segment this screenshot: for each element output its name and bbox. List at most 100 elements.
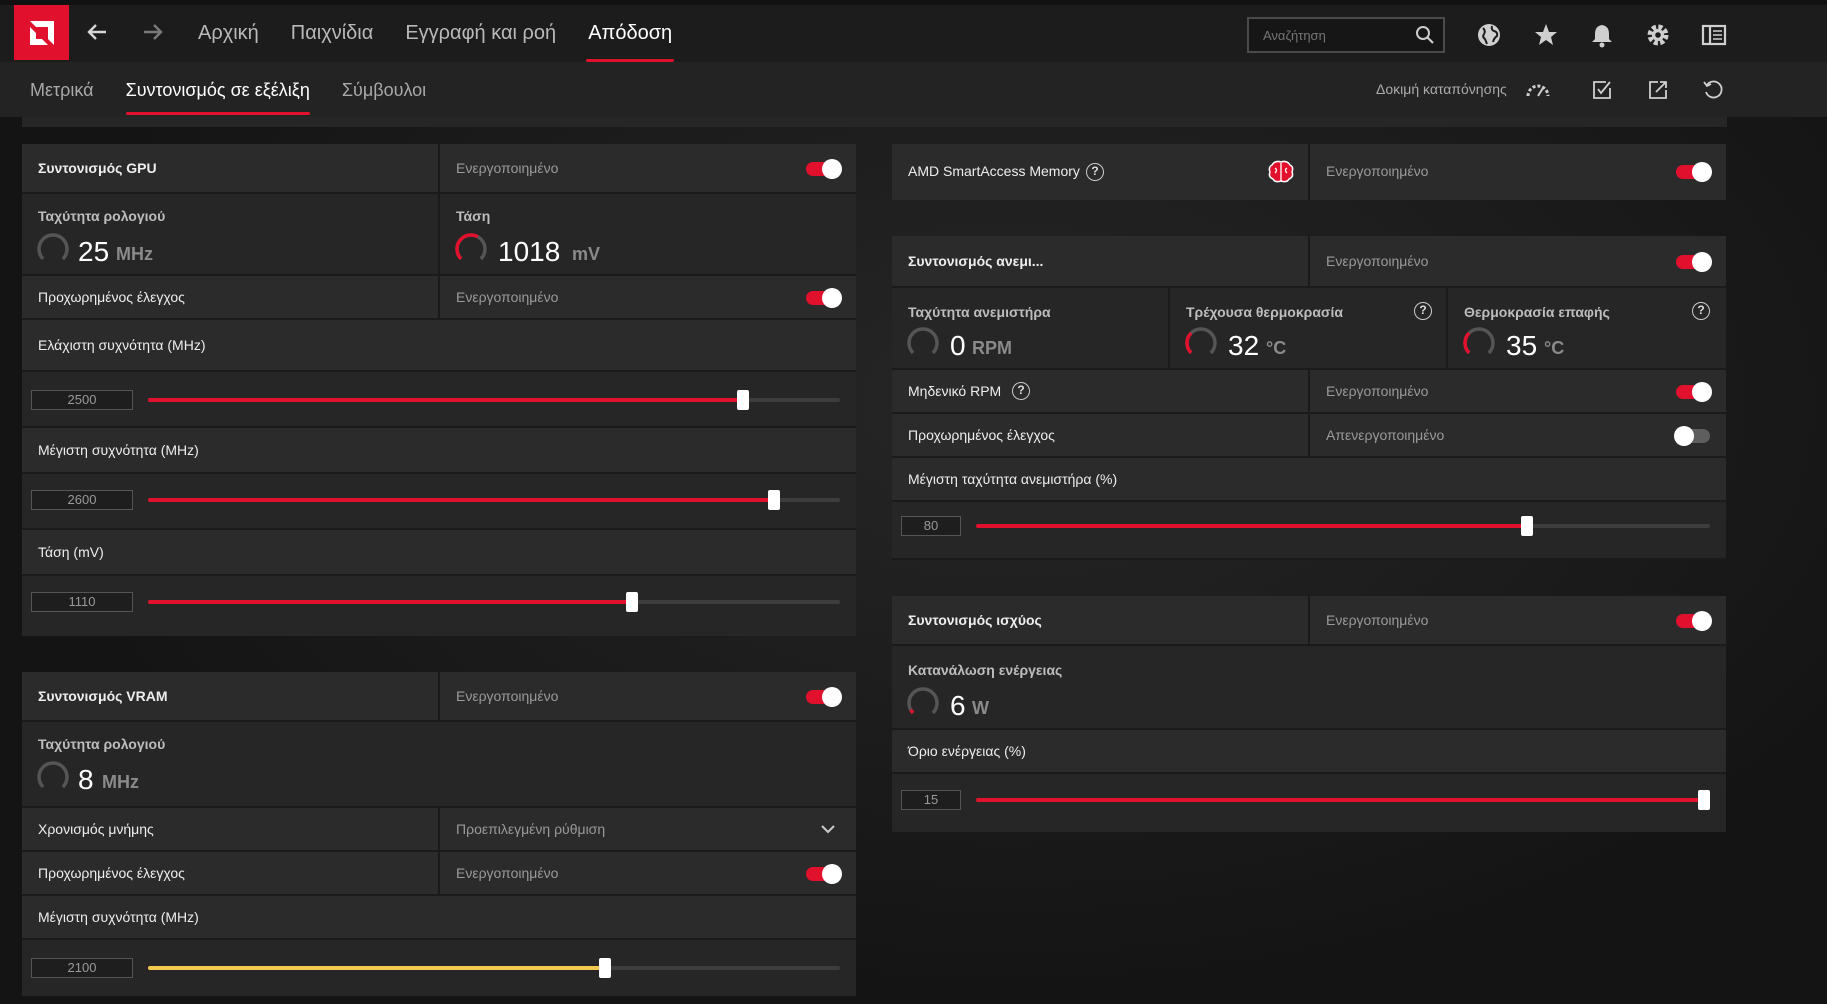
gpu-max-freq-thumb[interactable] — [768, 490, 780, 510]
vram-clock-unit: MHz — [102, 772, 139, 792]
current-temp-label: Τρέχουσα θερμοκρασία — [1186, 304, 1343, 320]
export-icon[interactable] — [1645, 77, 1671, 103]
bell-icon[interactable] — [1588, 21, 1616, 49]
fan-advanced-label: Προχωρημένος έλεγχος — [908, 427, 1055, 443]
fan-advanced-status: Απενεργοποιημένο — [1326, 427, 1445, 443]
vram-max-freq-input[interactable]: 2100 — [31, 958, 133, 978]
max-fan-speed-slider[interactable] — [976, 516, 1710, 536]
globe-icon[interactable] — [1475, 21, 1503, 49]
nav-games[interactable]: Παιχνίδια — [290, 22, 374, 44]
max-fan-speed-label: Μέγιστη ταχύτητα ανεμιστήρα (%) — [908, 471, 1118, 487]
vram-max-freq-slider-row: 2100 — [22, 940, 856, 996]
zero-rpm-label: Μηδενικό RPM — [908, 383, 1002, 399]
search-icon[interactable] — [1415, 25, 1435, 50]
nav-performance[interactable]: Απόδοση — [586, 5, 675, 62]
power-limit-input[interactable]: 15 — [901, 790, 961, 810]
sam-title: AMD SmartAccess Memory — [908, 163, 1080, 179]
apply-changes-icon[interactable] — [1589, 77, 1615, 103]
search-box[interactable] — [1247, 17, 1445, 53]
power-limit-slider[interactable] — [976, 790, 1710, 810]
sidebar-panel-icon[interactable] — [1700, 21, 1728, 49]
gpu-max-freq-slider[interactable] — [148, 490, 840, 510]
power-tuning-toggle[interactable] — [1676, 611, 1712, 631]
fan-tuning-toggle[interactable] — [1676, 252, 1712, 272]
max-fan-speed-fill — [976, 524, 1527, 528]
power-tuning-status: Ενεργοποιημένο — [1326, 612, 1429, 628]
gpu-voltage-gauge-icon — [455, 233, 487, 265]
memory-timing-label: Χρονισμός μνήμης — [38, 821, 154, 837]
tab-metrics[interactable]: Μετρικά — [30, 80, 94, 100]
power-limit-thumb[interactable] — [1698, 790, 1710, 810]
gpu-voltage-label: Τάση — [456, 208, 491, 224]
vram-max-freq-label: Μέγιστη συχνότητα (MHz) — [38, 909, 199, 925]
gpu-voltage-thumb[interactable] — [626, 592, 638, 612]
gpu-voltage-fill — [148, 600, 632, 604]
gpu-voltage-input[interactable]: 1110 — [31, 592, 133, 612]
sam-help-icon[interactable]: ? — [1086, 163, 1104, 181]
power-limit-label: Όριο ενέργειας (%) — [908, 743, 1026, 759]
vram-tuning-toggle[interactable] — [806, 687, 842, 707]
fan-speed-value: 0 — [950, 330, 966, 361]
vram-advanced-status: Ενεργοποιημένο — [456, 865, 559, 881]
gpu-min-freq-slider-row: 2500 — [22, 372, 856, 428]
smartaccess-memory-panel: AMD SmartAccess Memory ? Ενεργοποιημένο — [892, 144, 1726, 200]
power-consumption-unit: W — [972, 698, 989, 718]
gpu-min-freq-fill — [148, 398, 743, 402]
tab-advisors[interactable]: Σύμβουλοι — [341, 80, 427, 100]
gpu-min-freq-thumb[interactable] — [737, 390, 749, 410]
power-tuning-panel: Συντονισμός ισχύος Ενεργοποιημένο Κατανά… — [892, 596, 1726, 832]
main-nav: Αρχική Παιχνίδια Εγγραφή και ροή Απόδοση — [198, 5, 675, 62]
stress-test-gauge-icon[interactable] — [1525, 77, 1551, 103]
max-fan-speed-thumb[interactable] — [1521, 516, 1533, 536]
gpu-tuning-toggle[interactable] — [806, 159, 842, 179]
tab-tuning[interactable]: Συντονισμός σε εξέλιξη — [125, 62, 311, 117]
current-temp-help-icon[interactable]: ? — [1414, 302, 1432, 320]
gpu-advanced-toggle[interactable] — [806, 288, 842, 308]
max-fan-speed-input[interactable]: 80 — [901, 516, 961, 536]
gpu-tuning-title: Συντονισμός GPU — [38, 160, 157, 176]
nav-home[interactable]: Αρχική — [198, 22, 259, 44]
vram-max-freq-slider[interactable] — [148, 958, 840, 978]
gpu-min-freq-slider[interactable] — [148, 390, 840, 410]
fan-tuning-status: Ενεργοποιημένο — [1326, 253, 1429, 269]
metric-divider — [1168, 288, 1170, 368]
sub-bar: Μετρικά Συντονισμός σε εξέλιξη Σύμβουλοι… — [0, 62, 1827, 117]
star-icon[interactable] — [1532, 21, 1560, 49]
chevron-down-icon[interactable] — [820, 823, 836, 835]
gpu-voltage-slider[interactable] — [148, 592, 840, 612]
back-arrow-icon[interactable] — [82, 17, 112, 47]
vram-advanced-toggle[interactable] — [806, 864, 842, 884]
sam-toggle[interactable] — [1676, 162, 1712, 182]
gpu-max-freq-slider-row: 2600 — [22, 474, 856, 530]
gpu-voltage-slider-label: Τάση (mV) — [38, 544, 104, 560]
gpu-min-freq-input[interactable]: 2500 — [31, 390, 133, 410]
gpu-voltage-unit: mV — [572, 244, 601, 264]
zero-rpm-help-icon[interactable]: ? — [1012, 382, 1030, 400]
gpu-max-freq-input[interactable]: 2600 — [31, 490, 133, 510]
gpu-advanced-label: Προχωρημένος έλεγχος — [38, 289, 185, 305]
forward-arrow-icon[interactable] — [138, 17, 168, 47]
search-input[interactable] — [1249, 19, 1409, 51]
gpu-clock-label: Ταχύτητα ρολογιού — [38, 208, 166, 224]
gpu-voltage-slider-row: 1110 — [22, 576, 856, 636]
power-limit-slider-row: 15 — [892, 774, 1726, 832]
gpu-clock-gauge-icon — [37, 233, 69, 265]
reset-icon[interactable] — [1700, 77, 1726, 103]
nav-record-stream[interactable]: Εγγραφή και ροή — [405, 22, 557, 44]
gear-icon[interactable] — [1644, 21, 1672, 49]
junction-temp-help-icon[interactable]: ? — [1692, 302, 1710, 320]
gpu-max-freq-fill — [148, 498, 774, 502]
power-gauge-icon — [907, 687, 939, 719]
current-temp-gauge-icon — [1185, 327, 1217, 359]
vram-clock-label: Ταχύτητα ρολογιού — [38, 736, 166, 752]
vram-max-freq-thumb[interactable] — [599, 958, 611, 978]
stress-test-label[interactable]: Δοκιμή καταπόνησης — [1376, 81, 1507, 97]
fan-advanced-toggle[interactable] — [1674, 426, 1710, 446]
junction-temp-unit: °C — [1544, 338, 1565, 358]
sam-status: Ενεργοποιημένο — [1326, 163, 1429, 179]
junction-temp-gauge-icon — [1463, 327, 1495, 359]
sub-nav: Μετρικά Συντονισμός σε εξέλιξη Σύμβουλοι — [30, 62, 426, 117]
zero-rpm-toggle[interactable] — [1676, 382, 1712, 402]
amd-logo-icon[interactable] — [14, 5, 69, 60]
memory-timing-dropdown[interactable]: Προεπιλεγμένη ρύθμιση — [438, 808, 856, 850]
